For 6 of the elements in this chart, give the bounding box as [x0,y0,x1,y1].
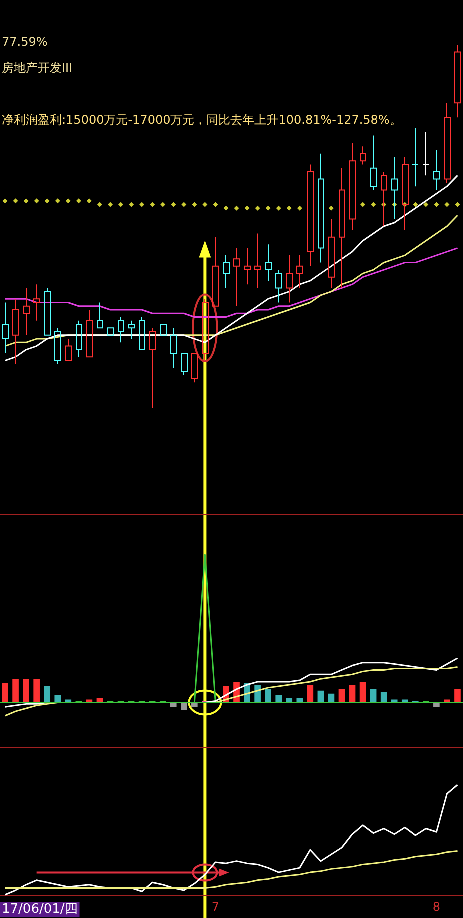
text: 17/06/01/四 [2,902,78,917]
annotation: 房地产开发III [2,61,73,75]
annotation: 77.59% [2,35,48,49]
x-tick-label: 7 [212,900,220,914]
x-tick-label: 8 [432,900,441,914]
annotation: 净利润盈利:15000万元-17000万元，同比去年上升100.81%-127.58%。 [2,113,402,127]
